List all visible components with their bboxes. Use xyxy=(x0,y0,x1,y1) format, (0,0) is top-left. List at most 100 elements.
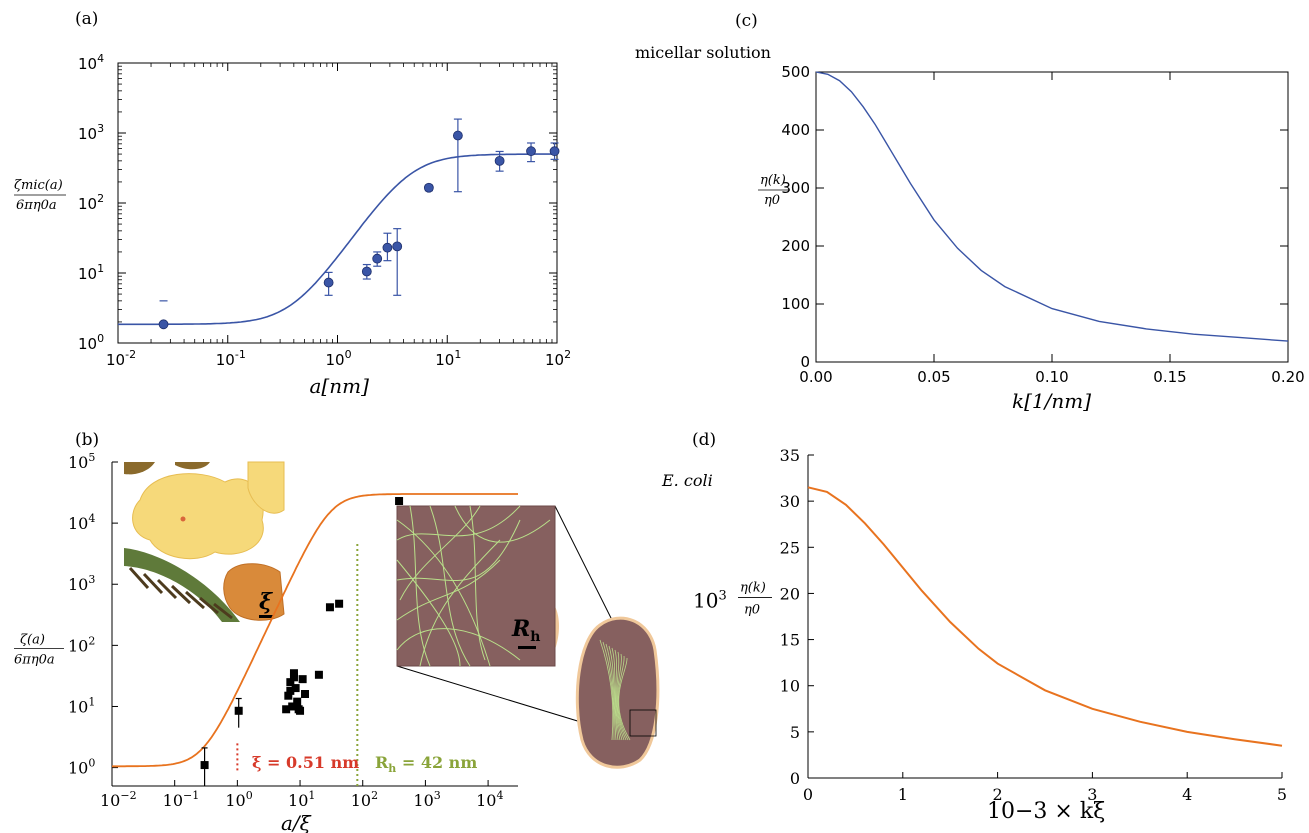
x-tick-label: 10-2 xyxy=(106,348,136,369)
dna-rung xyxy=(156,578,178,600)
x-tick-exponent: −2 xyxy=(120,789,136,802)
protein-spot xyxy=(180,516,186,522)
dna-strand xyxy=(124,548,240,622)
filament xyxy=(396,519,491,667)
y-tick-label: 15 xyxy=(780,631,800,650)
y-tick-exponent: 4 xyxy=(88,512,95,525)
y-tick-label: 101 xyxy=(68,695,95,716)
dna-rung xyxy=(185,590,205,610)
panel-a: 10-2 10-1 100 101 102100101102103104a[nm]ζmi… xyxy=(14,52,571,398)
x-tick-label: 2 xyxy=(993,785,1003,804)
dna-rung xyxy=(199,596,219,615)
x-tick-exponent: 2 xyxy=(564,348,571,361)
data-point xyxy=(392,241,403,252)
y-tick-exponent: 2 xyxy=(88,634,95,647)
data-point xyxy=(234,706,243,715)
inset-rh-subscript: h xyxy=(530,629,540,645)
data-point xyxy=(291,684,300,693)
x-tick-label: 103 xyxy=(413,789,440,810)
y-tick-exponent: 0 xyxy=(88,757,95,770)
data-point xyxy=(301,690,310,699)
y-axis-label-denominator: 6πη0a xyxy=(14,652,55,667)
x-tick-label: 0.00 xyxy=(799,368,832,386)
y-axis-label-prefix: 103 xyxy=(693,588,727,612)
panel-a-label: (a) xyxy=(75,9,98,29)
data-point xyxy=(293,697,302,706)
protein-blob xyxy=(124,462,155,475)
y-tick-label: 10 xyxy=(780,677,800,696)
y-axis-label-denominator: η0 xyxy=(744,602,760,617)
data-point xyxy=(288,702,297,711)
scale-bar xyxy=(518,646,536,649)
y-tick-label: 101 xyxy=(78,262,104,283)
filament xyxy=(618,657,631,741)
filament xyxy=(605,643,617,741)
y-axis-label-numerator: η(k) xyxy=(740,580,766,595)
data-point xyxy=(289,669,298,678)
x-tick-label: 100 xyxy=(225,789,252,810)
y-tick-label: 25 xyxy=(780,538,800,557)
filament xyxy=(608,645,619,741)
polymer-inset: Rh xyxy=(396,505,556,667)
scale-bar xyxy=(259,615,273,618)
x-axis-label: 10−3 × kξ xyxy=(987,799,1105,824)
filament xyxy=(617,655,629,741)
panel-d-label: (d) xyxy=(692,430,716,450)
data-point xyxy=(284,691,293,700)
x-tick-label: 10−2 xyxy=(100,789,137,810)
y-tick-label: 400 xyxy=(781,121,810,139)
x-tick-exponent: -1 xyxy=(235,348,246,361)
protein-inset: ξ xyxy=(124,461,285,622)
filament xyxy=(429,505,471,667)
data-point xyxy=(452,130,463,141)
y-tick-label: 200 xyxy=(781,237,810,255)
filament xyxy=(614,649,623,741)
data-point xyxy=(494,155,505,166)
filament xyxy=(399,505,481,601)
data-point xyxy=(526,146,536,157)
x-axis-label: k[1/nm] xyxy=(1012,389,1091,413)
filament xyxy=(611,647,621,741)
y-tick-label: 102 xyxy=(78,192,104,213)
annotation-rh: Rh = 42 nm xyxy=(375,753,477,775)
data-point xyxy=(294,705,303,714)
data-point xyxy=(323,277,334,288)
y-tick-label: 20 xyxy=(780,584,800,603)
y-tick-label: 35 xyxy=(780,446,800,465)
dna-rung xyxy=(142,572,164,595)
y-tick-label: 0 xyxy=(790,769,800,788)
filament xyxy=(602,641,615,741)
annotation-rh-sub: h xyxy=(388,762,396,775)
x-tick-exponent: 0 xyxy=(345,348,352,361)
filament xyxy=(616,653,627,741)
y-tick-label: 100 xyxy=(78,332,104,353)
plot-frame xyxy=(815,71,1289,363)
y-tick-label: 300 xyxy=(781,179,810,197)
y-tick-label: 104 xyxy=(78,52,104,73)
protein-blob xyxy=(132,473,264,560)
filament xyxy=(616,651,625,741)
x-tick-label: 0.20 xyxy=(1271,368,1304,386)
data-point xyxy=(361,266,372,277)
filament xyxy=(599,639,614,741)
x-tick-exponent: 0 xyxy=(246,789,253,802)
filament xyxy=(454,505,551,543)
y-axis-label-numerator: ζmic(a) xyxy=(14,178,63,193)
y-tick-exponent: 4 xyxy=(97,52,104,65)
y-tick-exponent: 5 xyxy=(88,451,95,464)
x-tick-label: 0.05 xyxy=(917,368,950,386)
x-tick-label: 101 xyxy=(435,348,461,369)
y-tick-label: 100 xyxy=(68,757,95,778)
data-point xyxy=(372,253,383,264)
panel-c-title: micellar solution xyxy=(635,43,771,62)
y-tick-label: 5 xyxy=(790,723,800,742)
protein-blob xyxy=(247,461,285,514)
x-tick-label: 0 xyxy=(803,785,813,804)
y-axis-label-numerator: ζ(a) xyxy=(20,632,45,647)
zoom-box xyxy=(629,709,657,737)
panel-b-label: (b) xyxy=(75,430,99,450)
x-tick-exponent: 1 xyxy=(308,789,315,802)
panel-b: 10−2 10−1 100 101 102 103 10410010110210310410… xyxy=(14,451,660,833)
y-tick-exponent: 3 xyxy=(97,122,104,135)
y-axis-label-exponent: 3 xyxy=(718,588,726,603)
